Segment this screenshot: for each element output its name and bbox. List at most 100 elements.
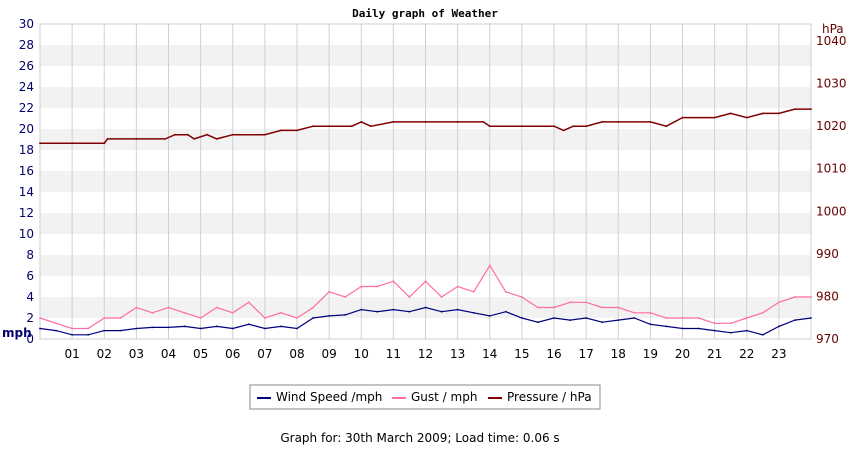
x-axis-tick-label: 05 bbox=[193, 347, 208, 361]
series-point bbox=[562, 129, 565, 132]
series-point bbox=[183, 311, 186, 314]
series-point bbox=[370, 125, 372, 128]
series-point bbox=[633, 311, 636, 314]
left-axis-tick-label: 8 bbox=[26, 248, 34, 262]
legend-label-wind-speed: Wind Speed /mph bbox=[276, 390, 382, 404]
series-point bbox=[164, 138, 167, 140]
right-axis-tick-label: 970 bbox=[816, 332, 839, 346]
series-point bbox=[456, 285, 459, 288]
x-axis-tick-label: 07 bbox=[257, 347, 272, 361]
series-point bbox=[103, 329, 106, 332]
series-point bbox=[215, 138, 218, 140]
series-point bbox=[183, 325, 186, 328]
series-point bbox=[344, 314, 347, 316]
series-point bbox=[344, 296, 347, 298]
series-point bbox=[713, 322, 716, 325]
series-point bbox=[39, 142, 41, 145]
right-axis-tick-label: 1020 bbox=[816, 119, 847, 133]
series-point bbox=[488, 125, 491, 128]
x-axis-tick-label: 02 bbox=[97, 347, 112, 361]
series-point bbox=[697, 327, 700, 330]
right-axis-tick-label: 1000 bbox=[816, 204, 847, 218]
x-axis-tick-label: 01 bbox=[64, 347, 79, 361]
series-point bbox=[103, 317, 106, 319]
footer-caption: Graph for: 30th March 2009; Load time: 0… bbox=[280, 431, 559, 445]
series-point bbox=[585, 301, 587, 304]
series-point bbox=[328, 290, 330, 293]
series-point bbox=[745, 317, 748, 319]
series-point bbox=[296, 327, 298, 330]
series-point bbox=[681, 317, 684, 319]
series-point bbox=[167, 326, 170, 329]
series-point bbox=[39, 317, 41, 319]
series-point bbox=[376, 310, 379, 313]
left-axis-tick-label: 26 bbox=[19, 59, 34, 73]
x-axis-tick-label: 23 bbox=[771, 347, 786, 361]
left-axis-tick-label: 2 bbox=[26, 311, 34, 325]
series-point bbox=[186, 133, 189, 136]
series-point bbox=[135, 327, 138, 330]
series-point bbox=[633, 317, 636, 319]
series-point bbox=[778, 325, 780, 328]
series-point bbox=[424, 121, 427, 123]
series-point bbox=[569, 319, 571, 321]
series-point bbox=[649, 311, 652, 314]
series-point bbox=[39, 327, 41, 330]
series-point bbox=[697, 317, 700, 319]
x-axis-tick-label: 09 bbox=[321, 347, 336, 361]
left-axis-tick-label: 30 bbox=[19, 17, 34, 31]
series-point bbox=[106, 138, 109, 140]
series-point bbox=[713, 116, 716, 119]
series-point bbox=[456, 121, 459, 123]
series-point bbox=[328, 125, 330, 128]
right-axis-tick-label: 1040 bbox=[816, 34, 847, 48]
left-axis-tick-label: 28 bbox=[19, 38, 34, 52]
series-point bbox=[151, 311, 154, 314]
series-point bbox=[681, 116, 684, 119]
left-axis-tick-label: 18 bbox=[19, 143, 34, 157]
left-axis-tick-label: 12 bbox=[19, 206, 34, 220]
series-point bbox=[601, 321, 604, 324]
legend: Wind Speed /mph Gust / mph Pressure / hP… bbox=[249, 384, 601, 410]
series-point bbox=[424, 306, 427, 309]
right-axis-tick-label: 1030 bbox=[816, 77, 847, 91]
series-point bbox=[392, 280, 395, 283]
series-point bbox=[472, 311, 475, 314]
series-point bbox=[745, 116, 748, 119]
left-axis-tick-label: 14 bbox=[19, 185, 34, 199]
series-point bbox=[761, 112, 764, 115]
x-axis-tick-label: 22 bbox=[739, 347, 754, 361]
legend-label-gust: Gust / mph bbox=[411, 390, 477, 404]
series-point bbox=[681, 327, 684, 330]
series-point bbox=[312, 125, 314, 128]
series-point bbox=[264, 317, 266, 319]
series-point bbox=[247, 301, 250, 304]
left-axis-tick-label: 24 bbox=[19, 80, 34, 94]
x-axis-tick-label: 16 bbox=[546, 347, 561, 361]
series-point bbox=[264, 327, 266, 330]
series-point bbox=[360, 308, 363, 311]
series-point bbox=[585, 317, 587, 319]
series-point bbox=[553, 306, 555, 309]
left-axis-tick-label: 20 bbox=[19, 122, 34, 136]
series-point bbox=[71, 333, 73, 336]
series-point bbox=[360, 285, 363, 288]
series-layer bbox=[39, 108, 812, 336]
series-point bbox=[119, 329, 122, 332]
x-axis-tick-label: 10 bbox=[354, 347, 369, 361]
series-point bbox=[794, 319, 796, 321]
series-point bbox=[360, 121, 363, 123]
series-point bbox=[617, 306, 620, 309]
series-point bbox=[87, 333, 90, 336]
series-point bbox=[408, 296, 411, 298]
series-point bbox=[71, 142, 73, 145]
series-point bbox=[778, 112, 780, 115]
series-point bbox=[193, 138, 196, 140]
series-point bbox=[729, 331, 732, 334]
series-point bbox=[601, 121, 604, 123]
left-axis-tick-label: 10 bbox=[19, 227, 34, 241]
series-point bbox=[537, 321, 539, 324]
series-point bbox=[392, 308, 395, 311]
left-axis-unit: mph bbox=[2, 326, 32, 340]
